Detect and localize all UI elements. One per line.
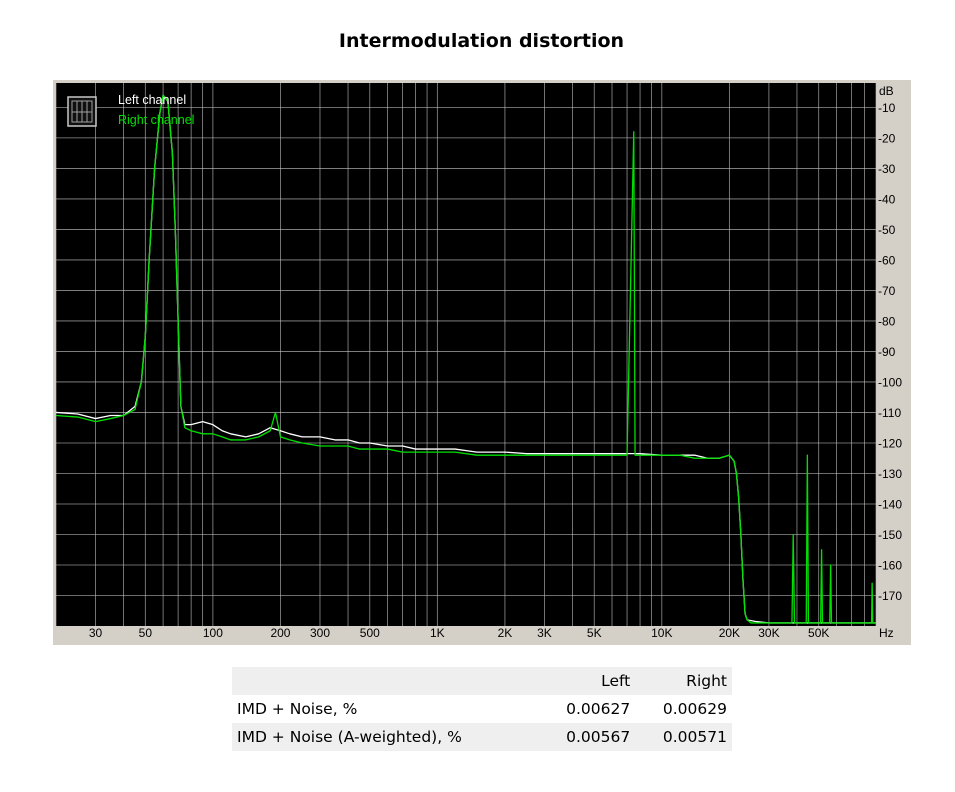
y-tick-label: -30: [878, 162, 896, 176]
x-tick-label: 10K: [651, 626, 672, 640]
x-tick-label: 300: [310, 626, 330, 640]
y-tick-label: -20: [878, 131, 896, 145]
row-label: IMD + Noise (A-weighted), %: [237, 728, 462, 746]
table-row: IMD + Noise, % 0.00627 0.00629: [232, 695, 732, 723]
y-tick-label: -150: [878, 528, 902, 542]
x-tick-label: 50K: [808, 626, 829, 640]
y-tick-label: -80: [878, 314, 896, 328]
x-tick-label: 200: [270, 626, 290, 640]
y-tick-label: -90: [878, 345, 896, 359]
legend: Left channel Right channel: [67, 93, 194, 127]
results-table: Left Right IMD + Noise, % 0.00627 0.0062…: [232, 667, 732, 751]
x-tick-label: 30: [89, 626, 103, 640]
x-tick-label: 100: [203, 626, 223, 640]
y-tick-label: -170: [878, 589, 902, 603]
row-right-value: 0.00629: [662, 700, 727, 718]
row-left-value: 0.00567: [566, 728, 631, 746]
y-tick-label: -100: [878, 375, 902, 389]
x-tick-label: 3K: [537, 626, 552, 640]
grid-lines: [55, 83, 877, 626]
table-row: IMD + Noise (A-weighted), % 0.00567 0.00…: [232, 723, 732, 751]
x-axis-label: Hz: [879, 626, 894, 640]
y-tick-label: -120: [878, 436, 902, 450]
legend-entry-right-channel: Right channel: [118, 113, 194, 127]
x-tick-label: 20K: [719, 626, 740, 640]
y-tick-label: -60: [878, 253, 896, 267]
row-label: IMD + Noise, %: [237, 700, 358, 718]
chart-title: Intermodulation distortion: [338, 30, 625, 52]
x-tick-label: 50: [139, 626, 153, 640]
results-header-label: [232, 667, 539, 695]
right-channel-series: [55, 94, 876, 624]
y-tick-label: -110: [878, 406, 901, 420]
x-tick-label: 5K: [587, 626, 602, 640]
row-right-value: 0.00571: [662, 728, 727, 746]
plot-area: [56, 83, 876, 626]
axis-labels: 30 50 100 200 300 500 1K 2K 3K 5K 10K 20K 30K 50K Hz -1…: [89, 84, 902, 640]
y-tick-label: -40: [878, 192, 896, 206]
series-line: [55, 94, 876, 624]
y-tick-label: -70: [878, 284, 896, 298]
results-header-left: Left: [601, 672, 631, 690]
x-tick-label: 500: [360, 626, 380, 640]
legend-entry-left-channel: Left channel: [118, 93, 186, 107]
y-tick-label: -50: [878, 223, 896, 237]
y-tick-label: -160: [878, 558, 902, 572]
x-tick-label: 2K: [498, 626, 513, 640]
y-tick-label: -10: [878, 101, 896, 115]
y-axis-label: dB: [879, 84, 894, 98]
y-tick-label: -130: [878, 467, 902, 481]
x-tick-label: 1K: [430, 626, 445, 640]
results-header-right: Right: [686, 672, 727, 690]
x-tick-label: 30K: [758, 626, 779, 640]
spectrum-chart: 30 50 100 200 300 500 1K 2K 3K 5K 10K 20K 30K 50K Hz -1…: [53, 80, 911, 645]
results-header-row: Left Right: [232, 667, 732, 695]
y-tick-label: -140: [878, 497, 902, 511]
row-left-value: 0.00627: [566, 700, 631, 718]
